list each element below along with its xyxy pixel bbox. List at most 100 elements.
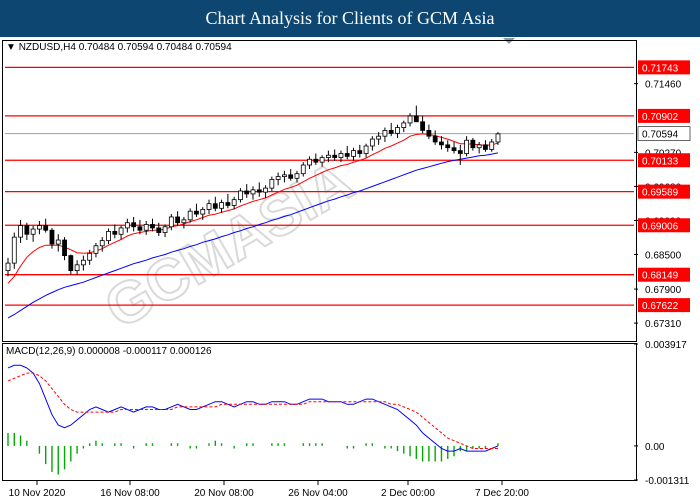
- macd-info: MACD(12,26,9) 0.000008 -0.000117 0.00012…: [6, 346, 212, 357]
- candle-body: [401, 122, 407, 128]
- candle-body: [464, 139, 469, 154]
- candle-body: [483, 144, 488, 150]
- candle-body: [124, 222, 130, 229]
- candle-body: [250, 189, 256, 195]
- y-tick-label: 0.71460: [645, 80, 682, 91]
- symbol-label: NZDUSD,H4: [18, 42, 76, 53]
- x-tick-label: 2 Dec 00:00: [381, 488, 435, 499]
- price-panel[interactable]: [2, 40, 637, 342]
- candle-body: [143, 224, 149, 231]
- level-label-box: [638, 298, 690, 313]
- candle-body: [470, 139, 476, 149]
- candle-body: [413, 115, 419, 123]
- watermark-text: GCMASIA: [94, 148, 364, 341]
- candle-body: [294, 173, 300, 179]
- candle-body: [175, 216, 181, 224]
- x-tick-label: 16 Nov 08:00: [100, 488, 160, 499]
- ohlc-open: 0.70484: [78, 42, 115, 53]
- level-label-box: [638, 108, 690, 123]
- macd-panel[interactable]: [2, 343, 637, 481]
- y-tick-label: 0.67900: [645, 285, 682, 296]
- x-tick-label: 10 Nov 2020: [9, 488, 66, 499]
- y-tick-label: 0.68500: [645, 250, 682, 261]
- candle-body: [476, 144, 482, 149]
- candle-body: [68, 255, 74, 272]
- candle-body: [206, 203, 212, 210]
- level-label-box: [638, 60, 690, 75]
- chart-title-banner: Chart Analysis for Clients of GCM Asia: [0, 0, 700, 37]
- macd-signal-line: [7, 372, 498, 449]
- macd-tick-label: 0.00: [645, 442, 665, 453]
- candle-body: [256, 189, 262, 193]
- candle-body: [451, 147, 457, 152]
- candle-body: [37, 225, 42, 230]
- candle-body: [231, 199, 237, 206]
- current-price-box: [637, 126, 691, 141]
- candle-body: [212, 203, 218, 209]
- candle-body: [288, 174, 294, 179]
- candle-body: [439, 141, 444, 146]
- candle-body: [426, 130, 432, 137]
- candle-body: [395, 127, 400, 134]
- macd-line: [7, 364, 499, 452]
- level-label: 0.67622: [642, 301, 679, 312]
- candle-body: [225, 202, 231, 206]
- candle-body: [369, 138, 375, 147]
- level-label: 0.68149: [642, 271, 679, 282]
- candle-body: [420, 121, 426, 131]
- candle-body: [313, 158, 319, 163]
- level-label: 0.71743: [642, 63, 679, 74]
- x-tick-label: 7 Dec 20:00: [475, 488, 529, 499]
- candle-body: [49, 229, 55, 245]
- candle-body: [351, 150, 356, 157]
- candle-body: [55, 239, 61, 245]
- level-label-box: [638, 153, 690, 168]
- candle-body: [244, 190, 250, 195]
- ma-slow-line: [7, 152, 499, 319]
- level-label-box: [638, 184, 690, 199]
- candle-body: [80, 259, 86, 266]
- candle-body: [24, 225, 30, 235]
- candle-body: [325, 154, 331, 158]
- candle-body: [388, 130, 394, 134]
- candle-body: [238, 190, 243, 201]
- candle-body: [5, 262, 11, 272]
- candle-body: [11, 236, 17, 264]
- level-label-box: [638, 267, 690, 282]
- level-label: 0.70902: [642, 112, 679, 123]
- macd-tick-label: 0.003917: [645, 340, 687, 351]
- macd-value-main: 0.000008: [78, 346, 120, 357]
- candle-body: [382, 130, 388, 137]
- level-label: 0.69006: [642, 221, 679, 232]
- candle-body: [319, 157, 325, 163]
- candle-body: [99, 240, 105, 247]
- ohlc-low: 0.70484: [156, 42, 193, 53]
- candle-body: [62, 239, 67, 257]
- candle-body: [162, 226, 168, 233]
- candle-body: [137, 226, 143, 231]
- macd-tick-label: -0.001311: [645, 476, 690, 487]
- level-label: 0.70133: [642, 156, 679, 167]
- candle-body: [363, 145, 369, 154]
- candle-body: [432, 135, 438, 143]
- candle-body: [181, 219, 187, 224]
- candle-body: [376, 135, 382, 140]
- candle-body: [187, 210, 193, 221]
- candle-body: [357, 150, 363, 154]
- ohlc-close: 0.70594: [195, 42, 232, 53]
- y-tick-label: 0.67310: [645, 319, 682, 330]
- level-label-box: [638, 218, 690, 233]
- candle-body: [118, 227, 124, 235]
- candle-body: [112, 230, 118, 235]
- candle-body: [87, 252, 93, 261]
- candle-body: [131, 222, 137, 228]
- candle-body: [194, 210, 199, 215]
- candle-body: [74, 264, 80, 272]
- candle-body: [106, 230, 111, 242]
- x-tick-label: 20 Nov 08:00: [194, 488, 254, 499]
- candle-body: [168, 216, 174, 228]
- candle-body: [156, 227, 162, 233]
- candle-body: [307, 158, 312, 166]
- collapse-triangle-icon[interactable]: ▼: [6, 42, 16, 53]
